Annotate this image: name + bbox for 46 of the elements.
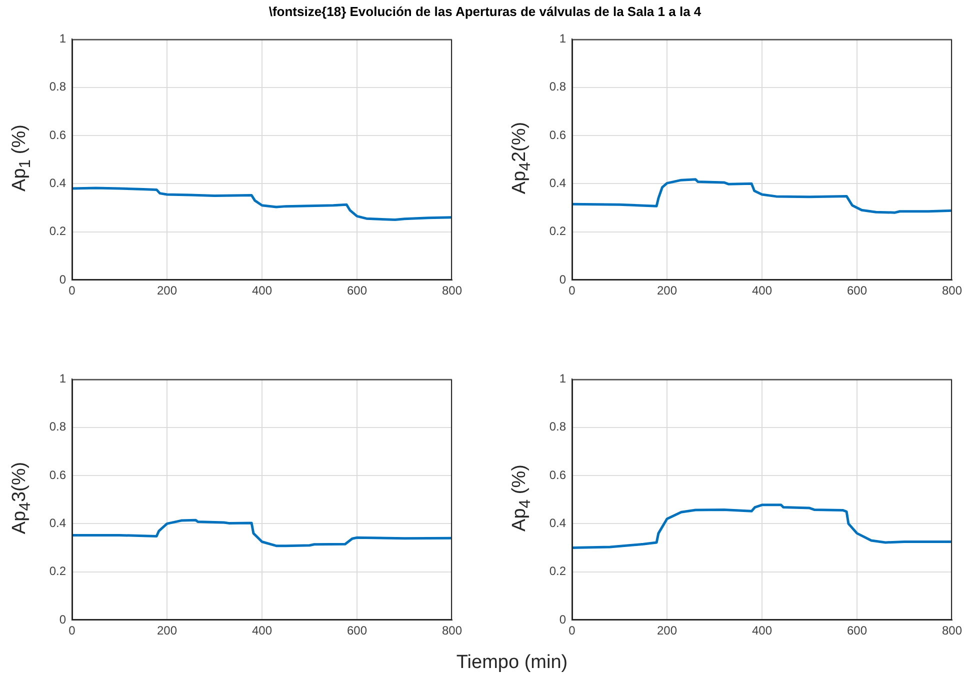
x-axis-title: Tiempo (min) [456,652,568,674]
y-tick-label: 0.8 [49,420,66,434]
x-tick-label: 200 [156,624,178,638]
x-tick-label: 800 [942,284,962,298]
y-tick-label: 0.2 [49,224,66,238]
x-tick-label: 200 [156,284,178,298]
y-tick-label: 0.4 [49,516,66,530]
y-tick-label: 0.8 [49,80,66,94]
x-tick-label: 600 [346,624,368,638]
y-tick-label: 0.6 [549,128,566,142]
x-tick-label: 400 [252,284,272,298]
y-tick-label: 0 [559,612,566,626]
x-tick-label: 800 [442,284,462,298]
y-tick-label: 0.4 [549,176,566,190]
x-tick-label: 600 [346,284,368,298]
y-tick-label: 0 [559,272,566,286]
x-tick-label: 400 [752,624,772,638]
y-tick-label: 0.2 [49,564,66,578]
y-tick-label: 0.2 [549,564,566,578]
y-tick-label: 0 [59,272,66,286]
y-tick-label: 1 [559,372,566,386]
x-tick-label: 0 [68,624,76,638]
x-tick-label: 400 [252,624,272,638]
x-tick-label: 800 [442,624,462,638]
y-tick-label: 0 [59,612,66,626]
x-tick-label: 400 [752,284,772,298]
y-tick-label: 1 [59,372,66,386]
text: \fontsize{18} Evolución de las Aperturas de válvulas de la Sala 1 a la 4 [268,4,702,19]
y-tick-label: 0.6 [49,128,66,142]
y-tick-label: 0.8 [549,80,566,94]
x-tick-label: 0 [568,284,576,298]
x-tick-label: 200 [656,284,678,298]
y-tick-label: 0.4 [49,176,66,190]
y-tick-label: 0.6 [549,468,566,482]
x-tick-label: 200 [656,624,678,638]
x-tick-label: 800 [942,624,962,638]
y-tick-label: 0.8 [549,420,566,434]
y-tick-label: 1 [559,32,566,46]
x-tick-label: 600 [846,284,868,298]
y-tick-label: 0.6 [49,468,66,482]
x-tick-label: 0 [68,284,76,298]
y-tick-label: 0.4 [549,516,566,530]
y-tick-label: 1 [59,32,66,46]
x-tick-label: 0 [568,624,576,638]
x-tick-label: 600 [846,624,868,638]
y-tick-label: 0.2 [549,224,566,238]
